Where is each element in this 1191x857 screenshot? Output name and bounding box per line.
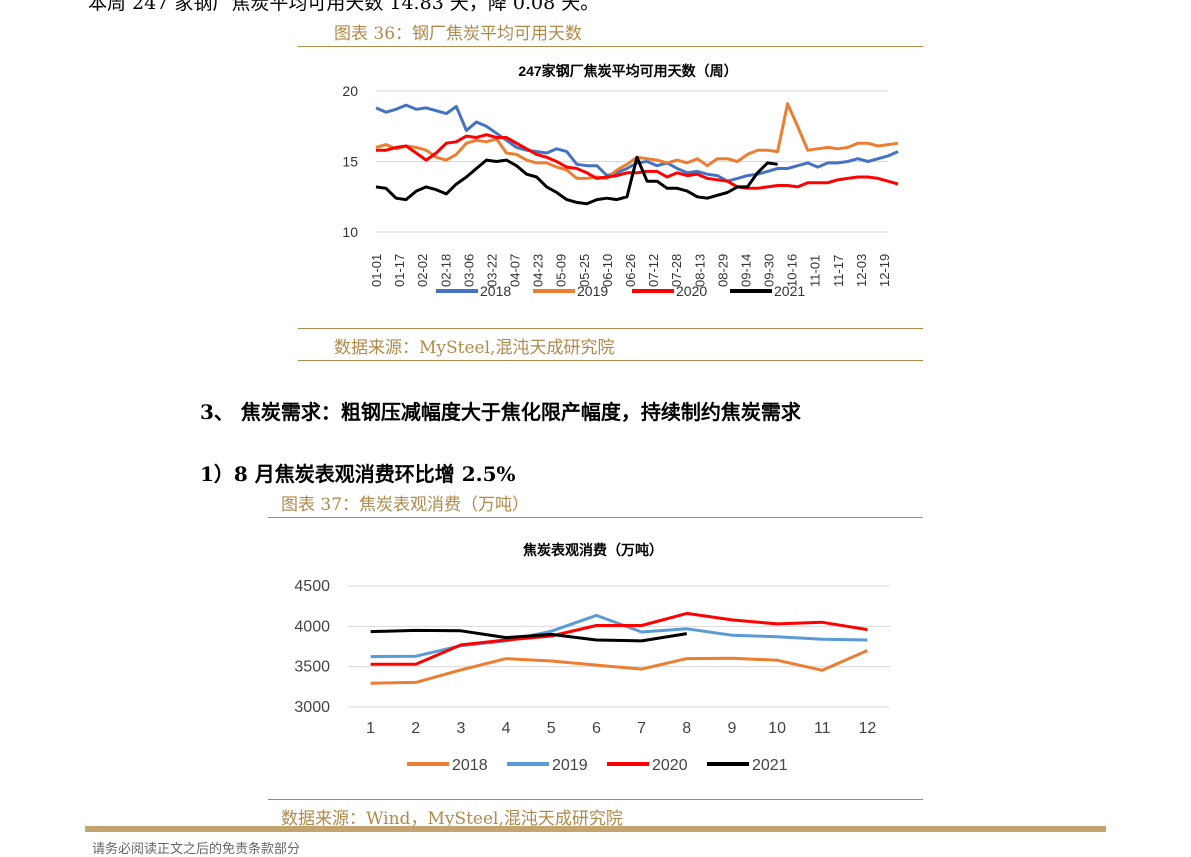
- chart-1-legend-item-2019: 2019: [533, 283, 608, 299]
- chart-1-legend-item-2021: 2021: [730, 283, 805, 299]
- chart-2-x-tick: 6: [592, 720, 601, 737]
- chart-1-series-2020-line: [376, 133, 899, 190]
- chart-2-x-tick: 11: [814, 720, 831, 737]
- chart-2-y-tick: 4000: [294, 618, 330, 635]
- chart-1-legend-label: 2019: [577, 283, 608, 299]
- chart-2-x-tick: 12: [859, 720, 877, 737]
- chart-1-legend-label: 2018: [480, 283, 511, 299]
- chart-1-x-tick: 07-28: [669, 254, 684, 287]
- chart-2-legend-label: 2018: [452, 757, 488, 774]
- figure-37-top-rule: [268, 517, 923, 518]
- figure-36-source: 数据来源：MySteel,混沌天成研究院: [334, 338, 615, 358]
- chart-2-x-tick: 9: [727, 720, 736, 737]
- chart-1-x-tick: 11-17: [831, 255, 846, 287]
- chart-coke-available-days: 247家钢厂焦炭平均可用天数（周） 10 15 20 01-01 01-17 02-02 0…: [342, 63, 899, 299]
- chart-1-x-tick: 04-23: [531, 254, 546, 287]
- chart-1-x-tick: 05-09: [554, 254, 569, 287]
- chart-1-legend-item-2018: 2018: [436, 283, 511, 299]
- chart-2-legend-item-2020: 2020: [607, 757, 688, 774]
- chart-1-x-tick: 02-18: [438, 254, 453, 287]
- chart-2-legend-label: 2021: [752, 757, 788, 774]
- chart-2-series-2021-line: [370, 628, 688, 643]
- figure-36-caption: 图表 36：钢厂焦炭平均可用天数: [334, 24, 583, 44]
- chart-1-x-tick: 06-10: [600, 254, 615, 287]
- chart-1-x-tick: 08-13: [692, 254, 707, 287]
- subsection-1-heading: 1）8 月焦炭表观消费环比增 2.5%: [200, 462, 516, 486]
- chart-2-x-tick: 10: [768, 720, 786, 737]
- chart-2-y-tick: 3000: [294, 699, 330, 716]
- figure-36-bottom-rule: [298, 360, 923, 361]
- chart-1-x-tick: 03-06: [461, 254, 476, 287]
- chart-1-x-tick: 03-22: [484, 254, 499, 287]
- footer-bar: [85, 826, 1106, 832]
- chart-2-y-tick: 3500: [294, 659, 330, 676]
- chart-2-series-2020-line: [370, 611, 868, 666]
- chart-2-x-tick: 8: [682, 720, 691, 737]
- chart-1-x-tick: 08-29: [715, 254, 730, 287]
- figure-36-mid-rule: [298, 328, 923, 329]
- chart-2-series-2018-line: [370, 649, 869, 685]
- chart-1-legend-label: 2021: [774, 283, 805, 299]
- chart-2-x-tick: 2: [411, 720, 420, 737]
- chart-2-x-tick: 3: [456, 720, 465, 737]
- chart-1-legend-item-2020: 2020: [632, 283, 707, 299]
- chart-1-x-tick: 12-03: [854, 254, 869, 287]
- chart-1-x-tick: 09-14: [738, 254, 753, 287]
- chart-1-x-tick: 09-30: [762, 254, 777, 287]
- chart-2-legend-item-2019: 2019: [507, 757, 588, 774]
- chart-1-y-tick: 15: [342, 154, 358, 170]
- chart-1-x-tick: 12-19: [877, 254, 892, 287]
- chart-2-x-tick: 5: [547, 720, 556, 737]
- chart-2-x-tick: 1: [366, 720, 375, 737]
- footer-disclaimer: 请务必阅读正文之后的免责条款部分: [92, 842, 301, 857]
- section-3-heading: 3、 焦炭需求：粗钢压减幅度大于焦化限产幅度，持续制约焦炭需求: [200, 400, 801, 424]
- chart-1-x-tick: 02-02: [415, 254, 430, 287]
- figure-37-caption: 图表 37：焦炭表观消费（万吨）: [281, 495, 530, 515]
- chart-1-x-tick: 01-17: [392, 254, 407, 287]
- chart-2-x-tick: 7: [637, 720, 646, 737]
- figure-37-source: 数据来源：Wind，MySteel,混沌天成研究院: [281, 809, 623, 829]
- chart-1-x-tick: 07-12: [646, 254, 661, 287]
- chart-1-series-2021-line: [375, 155, 778, 206]
- chart-1-legend-label: 2020: [676, 283, 707, 299]
- chart-2-title: 焦炭表观消费（万吨）: [522, 542, 663, 558]
- chart-1-title: 247家钢厂焦炭平均可用天数（周）: [518, 63, 737, 79]
- figure-37-mid-rule: [268, 799, 923, 800]
- chart-1-x-tick: 10-16: [785, 254, 800, 287]
- chart-2-legend-label: 2019: [552, 757, 588, 774]
- chart-1-x-tick: 01-01: [369, 254, 384, 287]
- chart-1-y-tick: 10: [342, 224, 358, 240]
- figure-36-top-rule: [298, 46, 923, 47]
- chart-1-x-tick: 05-25: [577, 254, 592, 287]
- chart-1-x-tick: 11-01: [808, 255, 823, 287]
- chart-2-y-tick: 4500: [294, 578, 330, 595]
- chart-2-legend-item-2021: 2021: [707, 757, 788, 774]
- chart-1-x-tick: 04-07: [508, 254, 523, 287]
- chart-2-legend-label: 2020: [652, 757, 688, 774]
- chart-1-y-tick: 20: [342, 83, 358, 99]
- chart-2-x-tick: 4: [502, 720, 511, 737]
- top-paragraph: 本周 247 家钢厂焦炭平均可用天数 14.83 天，降 0.08 天。: [88, 0, 600, 14]
- chart-2-legend-item-2018: 2018: [407, 757, 488, 774]
- chart-1-x-tick: 06-26: [623, 254, 638, 287]
